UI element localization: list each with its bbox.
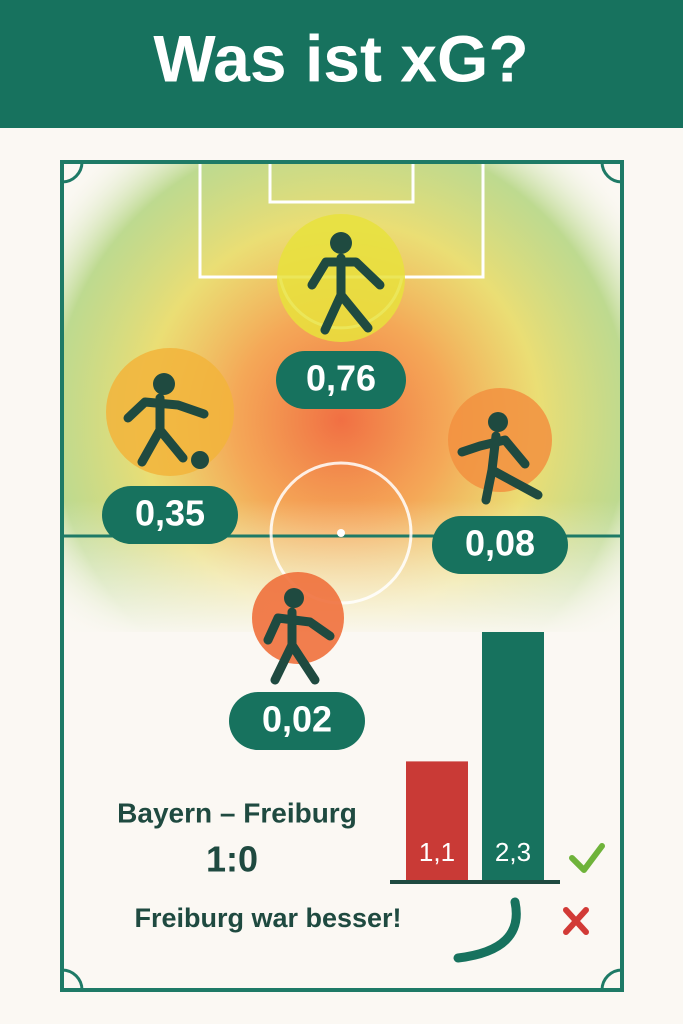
cross-icon [563,907,589,935]
pitch-border [60,160,624,992]
match-teams: Bayern – Freiburg [117,797,357,828]
bar [406,761,468,880]
header-band [0,0,683,128]
match-verdict: Freiburg war besser! [134,903,401,933]
xg-label: 0,08 [465,523,535,564]
bar-label: 1,1 [419,837,455,867]
check-icon [569,843,605,873]
match-score: 1:0 [206,839,258,880]
players [106,214,552,685]
swoosh [453,897,521,963]
xg-label: 0,76 [306,358,376,399]
title: Was ist xG? [153,21,528,95]
bar-chart: 1,1 2,3 [406,632,544,880]
xg-label: 0,02 [262,699,332,740]
xg-labels: 0,76 0,35 0,08 0,02 [102,351,568,750]
bar [482,632,544,880]
bar-label: 2,3 [495,837,531,867]
xg-label: 0,35 [135,493,205,534]
